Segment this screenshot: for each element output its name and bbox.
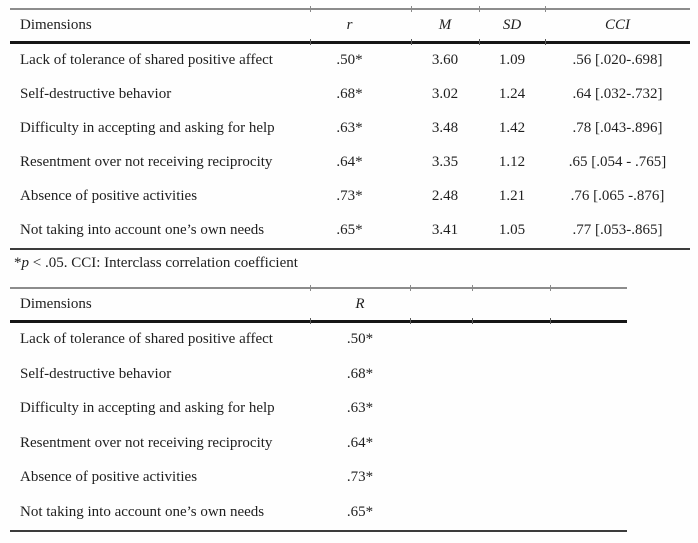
table-row: Lack of tolerance of shared positive aff… [10, 44, 690, 78]
R-value: .73* [346, 469, 374, 486]
table-row: Self-destructive behavior .68* [10, 357, 627, 392]
R-value: .50* [346, 331, 374, 348]
table-top-rule [10, 6, 690, 12]
table-row: Not taking into account one’s own needs … [10, 214, 690, 248]
column-header-m: M [438, 17, 452, 33]
table-row: Not taking into account one’s own needs … [10, 495, 627, 530]
sd-value: 1.05 [498, 222, 526, 238]
mean-value: 3.35 [431, 154, 459, 170]
sd-value: 1.24 [498, 86, 526, 102]
table-row: Absence of positive activities .73* 2.48… [10, 180, 690, 214]
header-separator-rule [10, 318, 627, 324]
dimension-label: Not taking into account one’s own needs [20, 503, 265, 520]
column-tick [550, 318, 551, 324]
column-header-dimensions: Dimensions [20, 296, 92, 312]
dimension-label: Difficulty in accepting and asking for h… [20, 400, 275, 417]
column-header-cci: CCI [604, 17, 630, 33]
cci-value: .77 [.053-.865] [572, 222, 663, 238]
mean-value: 2.48 [431, 188, 459, 204]
table-footnote: *p < .05. CCI: Interclass correlation co… [14, 253, 298, 273]
dimension-label: Not taking into account one’s own needs [20, 222, 265, 238]
dimension-label: Self-destructive behavior [20, 365, 172, 382]
r-value: .63* [336, 120, 363, 136]
mean-value: 3.41 [431, 222, 459, 238]
table-row: Resentment over not receiving reciprocit… [10, 426, 627, 461]
column-header-dimensions: Dimensions [20, 17, 92, 33]
column-header-sd: SD [502, 17, 522, 33]
sd-value: 1.42 [498, 120, 526, 136]
table-header-row: Dimensions R [10, 289, 627, 320]
r-value: .65* [336, 222, 363, 238]
column-tick [472, 318, 473, 324]
dimension-label: Lack of tolerance of shared positive aff… [20, 331, 273, 348]
R-value: .64* [346, 434, 374, 451]
column-tick [545, 6, 546, 12]
table-bottom-rule [10, 247, 690, 250]
table-header-row: Dimensions r M SD CCI [10, 10, 690, 41]
column-tick [472, 285, 473, 291]
mean-value: 3.48 [431, 120, 459, 136]
dimension-label: Absence of positive activities [20, 469, 198, 486]
mean-value: 3.60 [431, 52, 459, 68]
column-tick [310, 39, 311, 45]
table-bottom-rule [10, 529, 627, 532]
column-tick [411, 6, 412, 12]
column-tick [479, 6, 480, 12]
column-tick [411, 39, 412, 45]
column-tick [545, 39, 546, 45]
dimension-label: Absence of positive activities [20, 188, 198, 204]
dimension-label: Resentment over not receiving reciprocit… [20, 434, 273, 451]
column-header-R: R [355, 296, 365, 312]
column-tick [310, 318, 311, 324]
mean-value: 3.02 [431, 86, 459, 102]
header-separator-rule [10, 39, 690, 45]
dimension-label: Lack of tolerance of shared positive aff… [20, 52, 273, 68]
cci-value: .64 [.032-.732] [572, 86, 663, 102]
r-value: .73* [336, 188, 363, 204]
R-value: .65* [346, 503, 374, 520]
cci-value: .56 [.020-.698] [572, 52, 663, 68]
dimension-label: Difficulty in accepting and asking for h… [20, 120, 275, 136]
dimension-label: Resentment over not receiving reciprocit… [20, 154, 273, 170]
column-tick [410, 318, 411, 324]
r-value: .68* [336, 86, 363, 102]
column-tick [310, 6, 311, 12]
sd-value: 1.21 [498, 188, 526, 204]
correlation-table: Dimensions r M SD CCI Lack of tolerance … [10, 6, 690, 250]
table-row: Lack of tolerance of shared positive aff… [10, 323, 627, 358]
column-tick [479, 39, 480, 45]
table-row: Self-destructive behavior .68* 3.02 1.24… [10, 78, 690, 112]
table-row: Difficulty in accepting and asking for h… [10, 112, 690, 146]
column-tick [310, 285, 311, 291]
cci-value: .76 [.065 -.876] [570, 188, 665, 204]
p-symbol: p [21, 255, 30, 271]
table-row: Absence of positive activities .73* [10, 461, 627, 496]
table-row: Difficulty in accepting and asking for h… [10, 392, 627, 427]
sd-value: 1.12 [498, 154, 526, 170]
r-value: .50* [336, 52, 363, 68]
significance-marker: * [14, 255, 22, 271]
regression-table: Dimensions R Lack of tolerance of shared… [10, 285, 627, 532]
sd-value: 1.09 [498, 52, 526, 68]
footnote-text: < .05. CCI: Interclass correlation coeff… [29, 255, 298, 271]
table-top-rule [10, 285, 627, 291]
dimension-label: Self-destructive behavior [20, 86, 172, 102]
table-row: Resentment over not receiving reciprocit… [10, 146, 690, 180]
R-value: .68* [346, 365, 374, 382]
cci-value: .78 [.043-.896] [572, 120, 663, 136]
r-value: .64* [336, 154, 363, 170]
column-tick [410, 285, 411, 291]
cci-value: .65 [.054 - .765] [568, 154, 667, 170]
column-header-r: r [346, 17, 353, 33]
column-tick [550, 285, 551, 291]
R-value: .63* [346, 400, 374, 417]
